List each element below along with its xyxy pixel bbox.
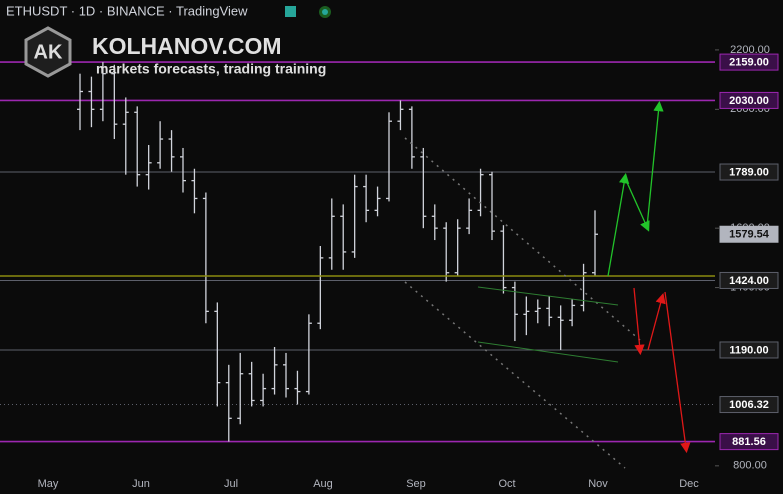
level-label: 1424.00 (729, 275, 769, 287)
ohlc-bar (145, 144, 152, 190)
ohlc-bar (134, 106, 141, 187)
ohlc-bar (283, 352, 289, 398)
ohlc-bar (489, 171, 495, 241)
x-tick-label: Jun (132, 478, 150, 490)
ohlc-bar (271, 347, 278, 395)
ohlc-bar (466, 198, 473, 235)
ohlc-bar (88, 76, 95, 128)
status-dot-inner (322, 9, 328, 15)
arrow (647, 292, 666, 351)
ohlc-bar (214, 302, 221, 407)
ohlc-bar (477, 168, 484, 217)
ohlc-bar (168, 130, 175, 172)
channel-top (404, 137, 641, 341)
ohlc-bar (408, 106, 415, 169)
ohlc-bar (443, 222, 450, 282)
y-tick-label: 800.00 (733, 460, 767, 472)
logo-text: AK (34, 41, 63, 63)
level-label: 1006.32 (729, 399, 769, 411)
x-tick-label: Oct (498, 478, 515, 490)
ohlc-bar (500, 225, 507, 294)
symbol-header: ETHUSDT · 1D · BINANCE · TradingView (6, 3, 248, 18)
arrow (664, 291, 691, 454)
ohlc-bar (99, 62, 106, 122)
ohlc-bar (454, 219, 461, 276)
level-label: 1190.00 (729, 344, 768, 356)
level-label-box (719, 163, 779, 181)
ohlc-bar (202, 192, 209, 324)
brand: KOLHANOV.COM (92, 33, 282, 59)
channel (404, 137, 641, 469)
ohlc-bar (546, 296, 553, 327)
ohlc-bar (305, 314, 312, 395)
arrow (633, 287, 645, 356)
level-labels: 2159.00 2030.00 1789.00 1579.54 1424.00 1190.… (719, 53, 779, 451)
ohlc-bar (420, 147, 427, 229)
ohlc-bar (191, 168, 198, 214)
x-tick-label: Dec (679, 478, 699, 490)
ohlc-bar (111, 64, 118, 140)
x-tick-label: Aug (313, 478, 333, 490)
ohlc-bar (77, 73, 83, 131)
level-label-box (719, 53, 779, 71)
levels (0, 61, 715, 443)
ohlc-bar (592, 210, 598, 276)
arrow (607, 172, 630, 277)
ohlc-bar (248, 361, 255, 407)
ohlc-bar (237, 352, 244, 425)
red-arrows (633, 287, 691, 454)
level-label-box (719, 225, 779, 243)
flag-bottom (477, 341, 619, 363)
x-tick-label: May (38, 478, 59, 490)
level-label-box (719, 91, 779, 109)
level-label: 1579.54 (729, 229, 770, 241)
green-arrows (607, 100, 664, 277)
level-label: 2159.00 (729, 56, 769, 68)
ohlc-bar (557, 305, 564, 350)
level-label-box (719, 433, 779, 451)
ohlc-bar (317, 245, 324, 330)
ohlc-bar (523, 296, 530, 336)
flag-icon (285, 6, 296, 17)
ohlc-bar (328, 198, 335, 270)
y-tick-label: 2200.00 (730, 44, 770, 56)
arrow (624, 177, 650, 232)
tagline: markets forecasts, trading training (96, 61, 326, 77)
ohlc-bar (180, 147, 186, 193)
arrow (646, 100, 664, 228)
level-label-box (719, 271, 779, 289)
ohlc-bar (122, 97, 129, 175)
x-tick-label: Jul (224, 478, 238, 490)
x-tick-label: Nov (588, 478, 608, 490)
level-label: 2030.00 (729, 95, 769, 107)
level-label-box (719, 396, 779, 414)
flag-top (477, 286, 619, 306)
x-tick-label: Sep (406, 478, 426, 490)
ohlc-bar (569, 299, 576, 327)
ohlc-bar (340, 204, 347, 270)
level-label-box (719, 341, 779, 359)
ohlc-bar (374, 186, 381, 217)
ohlc-bar (386, 112, 392, 202)
ohlc-bar (260, 373, 267, 407)
ohlc-bar (431, 204, 438, 241)
ohlc-bar (351, 174, 358, 258)
ohlc-bar (294, 370, 301, 405)
level-label: 881.56 (732, 436, 766, 448)
ohlc-bar (363, 174, 370, 223)
ohlc-bar (225, 364, 232, 442)
level-label: 1789.00 (729, 166, 769, 178)
ohlc-bar (157, 121, 164, 169)
ohlc-bar (397, 100, 404, 131)
ohlc-bar (580, 263, 587, 312)
x-axis: May Jun Jul Aug Sep Oct Nov Dec (38, 478, 700, 490)
logo-badge (24, 26, 72, 78)
flag (477, 286, 619, 363)
ohlc-bar (534, 299, 541, 324)
